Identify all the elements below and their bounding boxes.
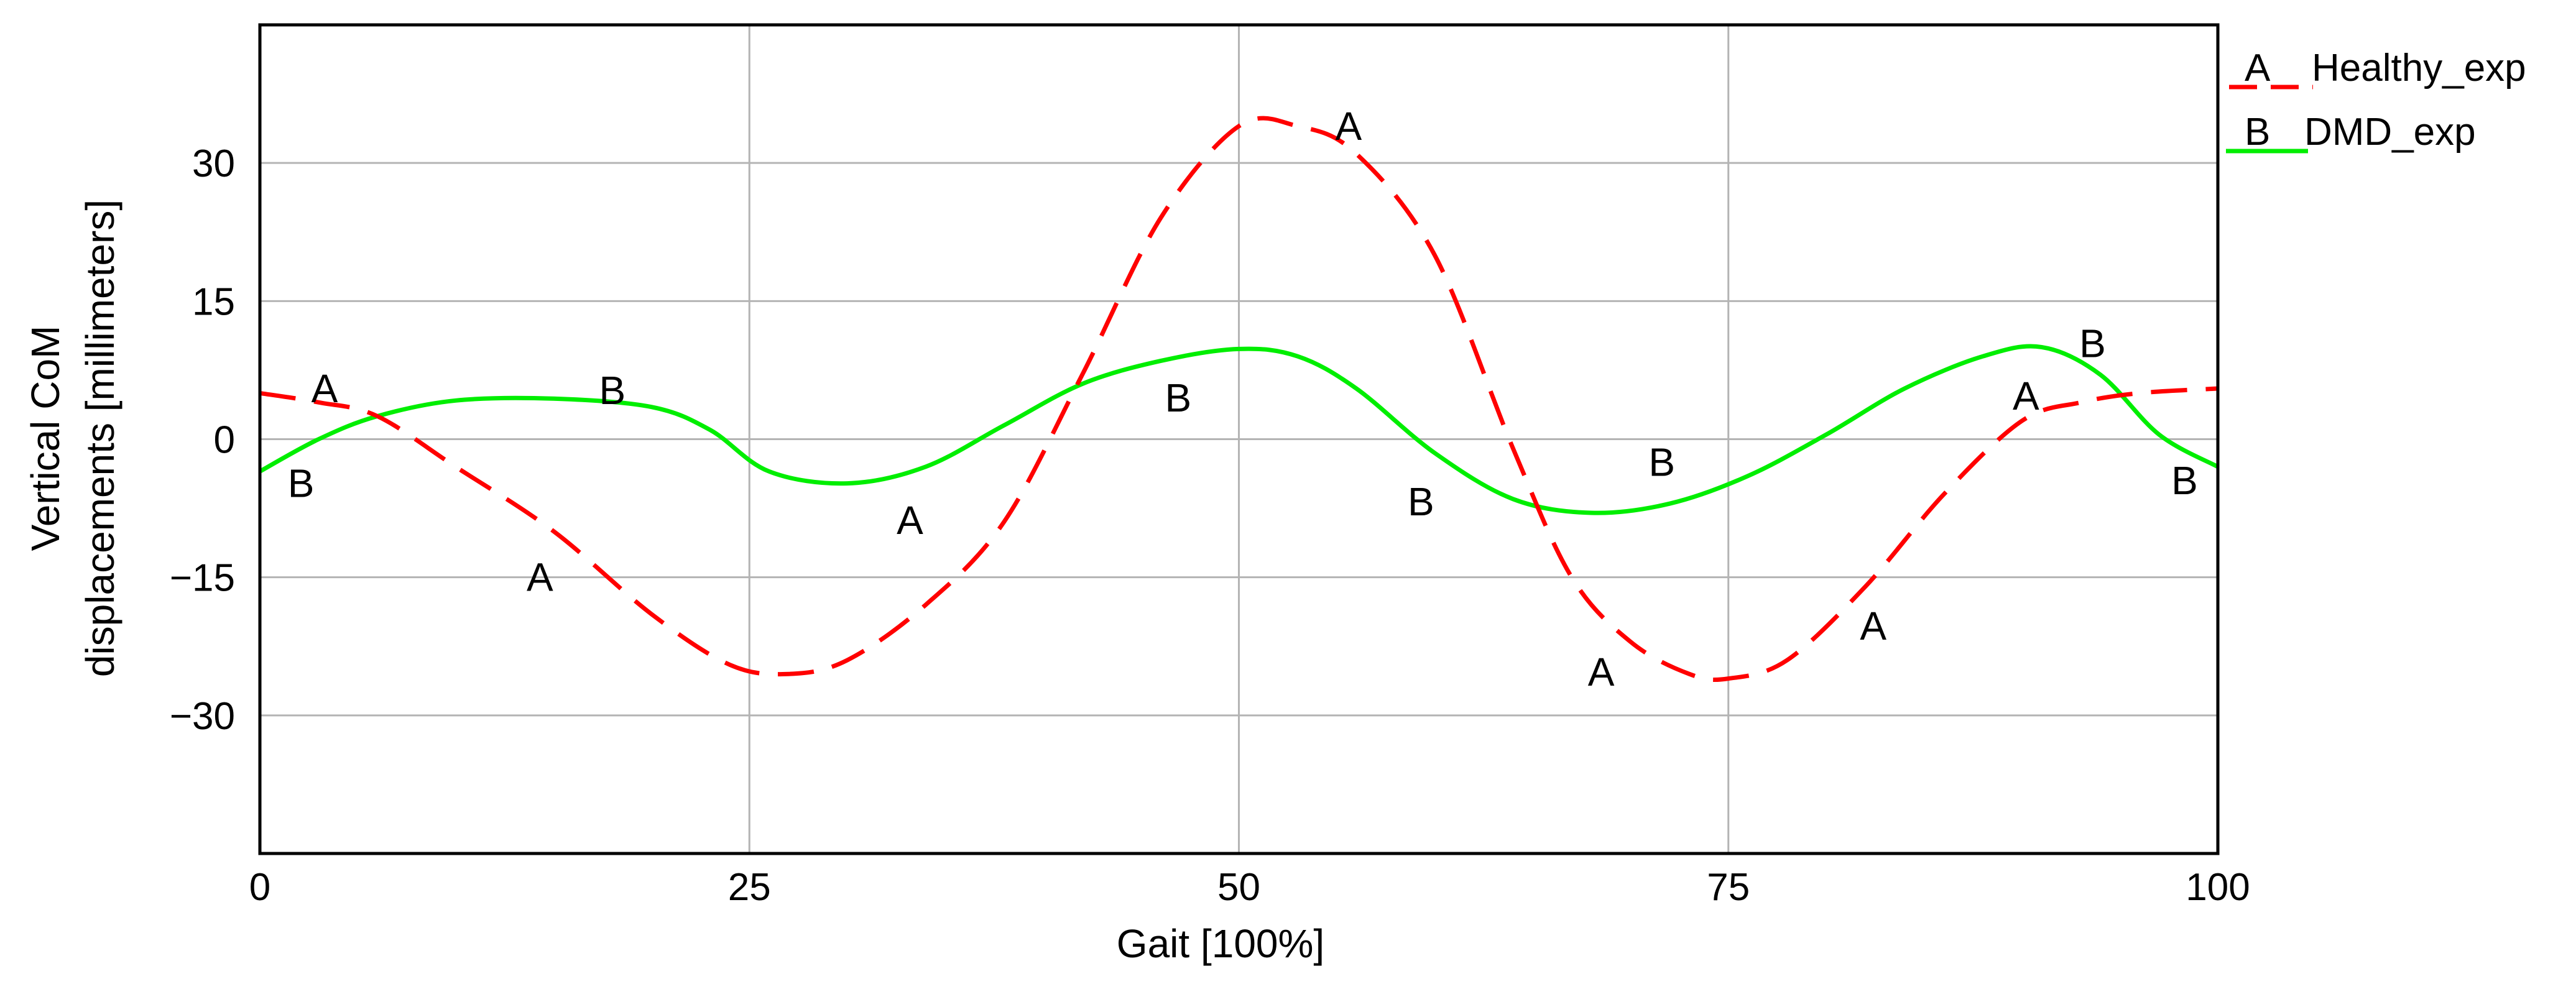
series-line-healthy <box>259 116 2218 683</box>
legend-label-dmd: DMD_exp <box>2304 111 2476 154</box>
y-tick-label: 30 <box>192 142 235 185</box>
tick-labels: 0 25 50 75 100 −30 −15 0 15 30 <box>170 142 2250 909</box>
legend-marker-a: A <box>2245 47 2271 90</box>
grid <box>260 25 2218 853</box>
series-marker-a: A <box>1588 650 1615 694</box>
x-tick-label: 0 <box>249 866 270 909</box>
x-tick-label: 75 <box>1707 866 1750 909</box>
series-marker-a: A <box>527 555 553 600</box>
y-tick-label: 0 <box>214 419 235 462</box>
y-tick-label: −30 <box>170 695 235 738</box>
legend-label-healthy: Healthy_exp <box>2312 47 2526 90</box>
x-tick-label: 50 <box>1217 866 1260 909</box>
series-marker-b: B <box>288 461 315 506</box>
series-marker-b: B <box>2079 321 2106 366</box>
series-marker-a: A <box>2013 374 2039 418</box>
legend: A Healthy_exp B DMD_exp <box>2226 47 2526 154</box>
series-marker-b: B <box>1165 375 1192 420</box>
series-marker-a: A <box>1336 104 1362 149</box>
series-marker-b: B <box>1408 479 1434 524</box>
y-axis-title-line-1: Vertical CoM <box>23 326 68 551</box>
series-marker-a: A <box>1860 604 1886 648</box>
y-tick-label: −15 <box>170 557 235 600</box>
legend-item-dmd: B DMD_exp <box>2226 111 2476 154</box>
x-tick-label: 25 <box>728 866 771 909</box>
legend-marker-b: B <box>2245 111 2270 154</box>
x-tick-label: 100 <box>2186 866 2250 909</box>
y-axis-title-line-2: displacements [millimeters] <box>78 200 122 677</box>
y-tick-label: 15 <box>192 280 235 323</box>
series-lines <box>259 116 2219 683</box>
series-line-dmd <box>259 344 2219 515</box>
x-axis-title: Gait [100%] <box>1117 921 1324 966</box>
legend-item-healthy: A Healthy_exp <box>2229 47 2526 90</box>
series-marker-a: A <box>897 498 923 543</box>
series-marker-b: B <box>2171 458 2198 503</box>
series-marker-a: A <box>312 366 338 411</box>
series-marker-b: B <box>599 368 626 413</box>
series-marker-b: B <box>1648 440 1675 485</box>
plot-frame <box>258 23 2220 855</box>
